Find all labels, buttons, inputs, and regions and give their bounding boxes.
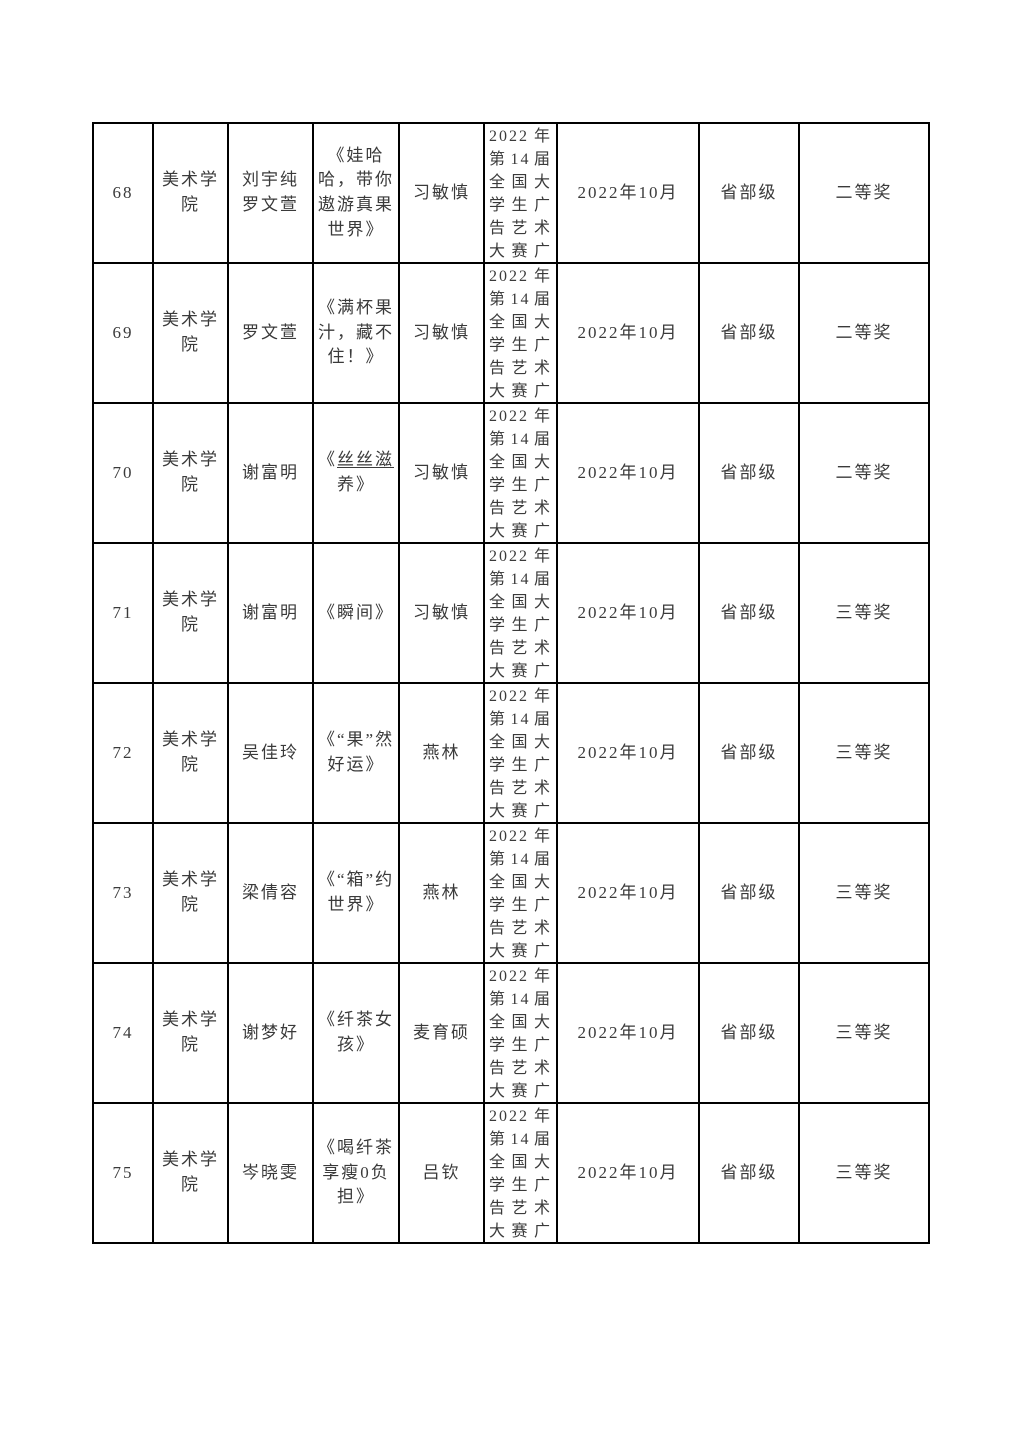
competition-text: 2022年第14届全国大学生广告艺术大赛广 bbox=[489, 687, 552, 820]
cell-college: 美术学院 bbox=[152, 262, 229, 404]
cell-no: 71 bbox=[92, 542, 154, 684]
cell-level: 省部级 bbox=[698, 402, 800, 544]
cell-competition: 2022年第14届全国大学生广告艺术大赛广 bbox=[483, 542, 558, 684]
cell-name: 梁倩容 bbox=[227, 822, 314, 964]
cell-no: 73 bbox=[92, 822, 154, 964]
cell-award: 三等奖 bbox=[798, 542, 930, 684]
table-row: 73 美术学院 梁倩容 《“箱”约世界》 燕林 2022年第14届全国大学生广告艺术大赛广… bbox=[92, 822, 930, 964]
cell-no: 68 bbox=[92, 122, 154, 264]
cell-competition: 2022年第14届全国大学生广告艺术大赛广 bbox=[483, 122, 558, 264]
cell-date: 2022年10月 bbox=[556, 1102, 700, 1244]
cell-advisor: 习敏慎 bbox=[398, 262, 485, 404]
cell-advisor: 习敏慎 bbox=[398, 122, 485, 264]
cell-date: 2022年10月 bbox=[556, 262, 700, 404]
cell-college: 美术学院 bbox=[152, 542, 229, 684]
underlined-text: 丝丝滋 bbox=[337, 450, 394, 470]
awards-table-body: 68 美术学院 刘宇纯 罗文萱 《娃哈哈，带你遨游真果世界》 习敏慎 2022年第14届全… bbox=[92, 122, 930, 1244]
cell-work: 《丝丝滋养》 bbox=[312, 402, 400, 544]
cell-name: 谢富明 bbox=[227, 542, 314, 684]
cell-work: 《喝纤茶享瘦0负担》 bbox=[312, 1102, 400, 1244]
cell-work: 《满杯果汁，藏不住！》 bbox=[312, 262, 400, 404]
cell-advisor: 吕钦 bbox=[398, 1102, 485, 1244]
cell-date: 2022年10月 bbox=[556, 542, 700, 684]
cell-work: 《瞬间》 bbox=[312, 542, 400, 684]
cell-date: 2022年10月 bbox=[556, 962, 700, 1104]
cell-award: 三等奖 bbox=[798, 1102, 930, 1244]
cell-college: 美术学院 bbox=[152, 822, 229, 964]
cell-level: 省部级 bbox=[698, 962, 800, 1104]
cell-level: 省部级 bbox=[698, 682, 800, 824]
table-row: 71 美术学院 谢富明 《瞬间》 习敏慎 2022年第14届全国大学生广告艺术大赛广 202… bbox=[92, 542, 930, 684]
cell-college: 美术学院 bbox=[152, 962, 229, 1104]
cell-competition: 2022年第14届全国大学生广告艺术大赛广 bbox=[483, 402, 558, 544]
cell-competition: 2022年第14届全国大学生广告艺术大赛广 bbox=[483, 682, 558, 824]
cell-award: 三等奖 bbox=[798, 682, 930, 824]
cell-name: 吴佳玲 bbox=[227, 682, 314, 824]
cell-competition: 2022年第14届全国大学生广告艺术大赛广 bbox=[483, 1102, 558, 1244]
cell-advisor: 燕林 bbox=[398, 822, 485, 964]
cell-name: 岑晓雯 bbox=[227, 1102, 314, 1244]
cell-award: 三等奖 bbox=[798, 822, 930, 964]
cell-name: 刘宇纯 罗文萱 bbox=[227, 122, 314, 264]
cell-college: 美术学院 bbox=[152, 1102, 229, 1244]
table-row: 72 美术学院 吴佳玲 《“果”然好运》 燕林 2022年第14届全国大学生广告艺术大赛广… bbox=[92, 682, 930, 824]
competition-text: 2022年第14届全国大学生广告艺术大赛广 bbox=[489, 267, 552, 400]
cell-award: 二等奖 bbox=[798, 122, 930, 264]
cell-advisor: 习敏慎 bbox=[398, 542, 485, 684]
cell-level: 省部级 bbox=[698, 122, 800, 264]
cell-award: 二等奖 bbox=[798, 402, 930, 544]
cell-college: 美术学院 bbox=[152, 402, 229, 544]
cell-no: 74 bbox=[92, 962, 154, 1104]
cell-level: 省部级 bbox=[698, 822, 800, 964]
cell-work: 《纤茶女孩》 bbox=[312, 962, 400, 1104]
cell-work: 《“箱”约世界》 bbox=[312, 822, 400, 964]
cell-work: 《“果”然好运》 bbox=[312, 682, 400, 824]
cell-work: 《娃哈哈，带你遨游真果世界》 bbox=[312, 122, 400, 264]
cell-competition: 2022年第14届全国大学生广告艺术大赛广 bbox=[483, 822, 558, 964]
cell-level: 省部级 bbox=[698, 262, 800, 404]
cell-award: 二等奖 bbox=[798, 262, 930, 404]
cell-college: 美术学院 bbox=[152, 682, 229, 824]
cell-award: 三等奖 bbox=[798, 962, 930, 1104]
cell-date: 2022年10月 bbox=[556, 122, 700, 264]
cell-advisor: 习敏慎 bbox=[398, 402, 485, 544]
cell-name: 罗文萱 bbox=[227, 262, 314, 404]
cell-no: 70 bbox=[92, 402, 154, 544]
cell-advisor: 麦育硕 bbox=[398, 962, 485, 1104]
competition-text: 2022年第14届全国大学生广告艺术大赛广 bbox=[489, 547, 552, 680]
cell-date: 2022年10月 bbox=[556, 822, 700, 964]
competition-text: 2022年第14届全国大学生广告艺术大赛广 bbox=[489, 1107, 552, 1240]
cell-name: 谢梦好 bbox=[227, 962, 314, 1104]
table-row: 74 美术学院 谢梦好 《纤茶女孩》 麦育硕 2022年第14届全国大学生广告艺术大赛广 2… bbox=[92, 962, 930, 1104]
cell-college: 美术学院 bbox=[152, 122, 229, 264]
competition-text: 2022年第14届全国大学生广告艺术大赛广 bbox=[489, 407, 552, 540]
competition-text: 2022年第14届全国大学生广告艺术大赛广 bbox=[489, 127, 552, 260]
cell-advisor: 燕林 bbox=[398, 682, 485, 824]
table-row: 75 美术学院 岑晓雯 《喝纤茶享瘦0负担》 吕钦 2022年第14届全国大学生广告艺术大… bbox=[92, 1102, 930, 1244]
cell-date: 2022年10月 bbox=[556, 682, 700, 824]
cell-competition: 2022年第14届全国大学生广告艺术大赛广 bbox=[483, 262, 558, 404]
cell-level: 省部级 bbox=[698, 542, 800, 684]
cell-competition: 2022年第14届全国大学生广告艺术大赛广 bbox=[483, 962, 558, 1104]
cell-no: 75 bbox=[92, 1102, 154, 1244]
competition-text: 2022年第14届全国大学生广告艺术大赛广 bbox=[489, 967, 552, 1100]
awards-table: 68 美术学院 刘宇纯 罗文萱 《娃哈哈，带你遨游真果世界》 习敏慎 2022年第14届全… bbox=[92, 122, 930, 1244]
table-row: 68 美术学院 刘宇纯 罗文萱 《娃哈哈，带你遨游真果世界》 习敏慎 2022年第14届全… bbox=[92, 122, 930, 264]
cell-no: 69 bbox=[92, 262, 154, 404]
table-row: 69 美术学院 罗文萱 《满杯果汁，藏不住！》 习敏慎 2022年第14届全国大学生广告艺… bbox=[92, 262, 930, 404]
cell-no: 72 bbox=[92, 682, 154, 824]
cell-date: 2022年10月 bbox=[556, 402, 700, 544]
table-row: 70 美术学院 谢富明 《丝丝滋养》 习敏慎 2022年第14届全国大学生广告艺术大赛广 2… bbox=[92, 402, 930, 544]
cell-name: 谢富明 bbox=[227, 402, 314, 544]
competition-text: 2022年第14届全国大学生广告艺术大赛广 bbox=[489, 827, 552, 960]
cell-level: 省部级 bbox=[698, 1102, 800, 1244]
